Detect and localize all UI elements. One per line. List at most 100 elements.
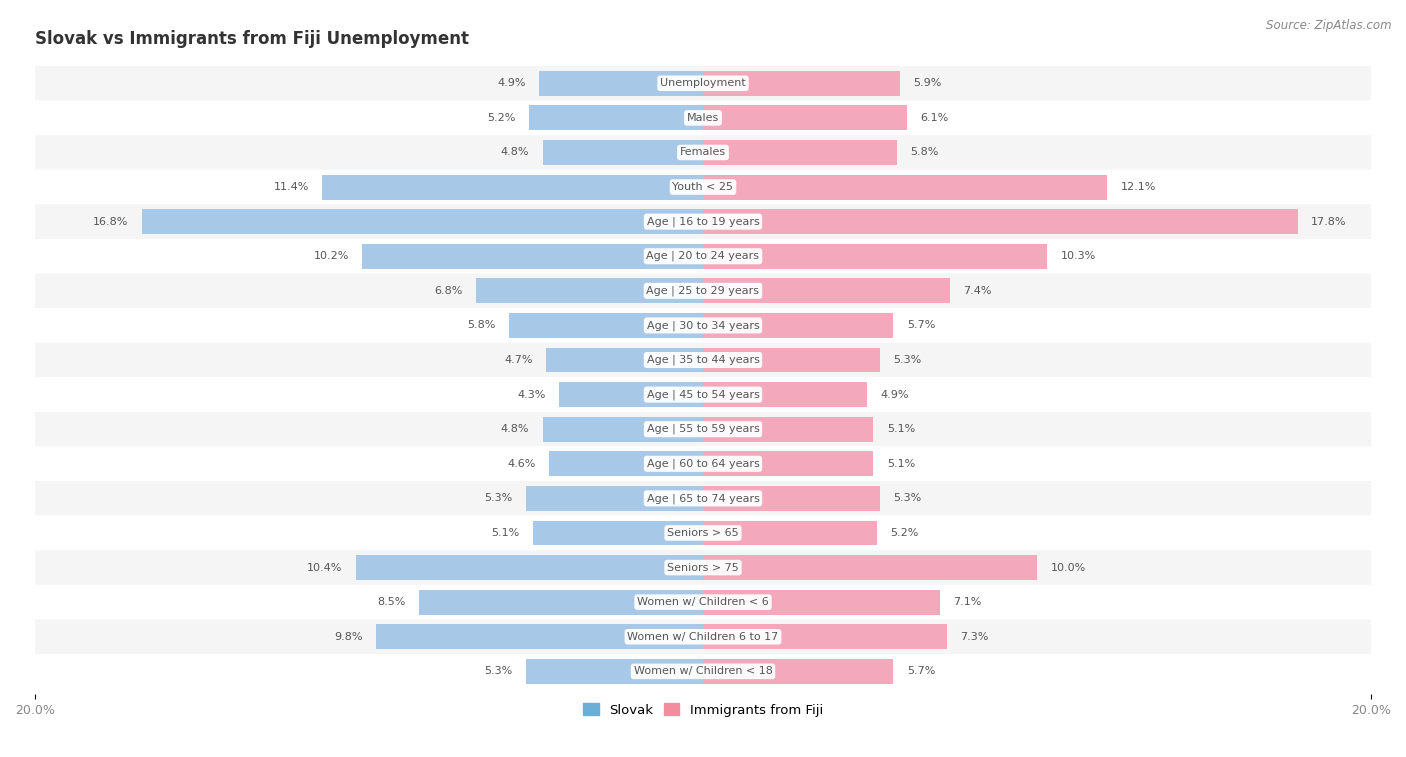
Text: 10.3%: 10.3%: [1060, 251, 1095, 261]
FancyBboxPatch shape: [35, 308, 1371, 343]
Legend: Slovak, Immigrants from Fiji: Slovak, Immigrants from Fiji: [578, 698, 828, 722]
Bar: [703, 625, 946, 650]
Text: 17.8%: 17.8%: [1310, 217, 1347, 226]
Bar: [533, 521, 703, 546]
Text: Age | 65 to 74 years: Age | 65 to 74 years: [647, 493, 759, 503]
Text: 4.9%: 4.9%: [498, 78, 526, 89]
Text: 5.2%: 5.2%: [488, 113, 516, 123]
Text: 5.1%: 5.1%: [887, 424, 915, 435]
Text: 4.3%: 4.3%: [517, 390, 546, 400]
Text: 9.8%: 9.8%: [333, 632, 363, 642]
Text: 11.4%: 11.4%: [274, 182, 309, 192]
Text: 5.1%: 5.1%: [887, 459, 915, 469]
FancyBboxPatch shape: [35, 273, 1371, 308]
Bar: [475, 279, 703, 304]
Text: Age | 16 to 19 years: Age | 16 to 19 years: [647, 217, 759, 227]
FancyBboxPatch shape: [35, 481, 1371, 516]
Bar: [703, 382, 866, 407]
Bar: [703, 105, 907, 130]
Bar: [356, 555, 703, 580]
Text: Youth < 25: Youth < 25: [672, 182, 734, 192]
Text: 5.9%: 5.9%: [914, 78, 942, 89]
Text: 5.7%: 5.7%: [907, 666, 935, 676]
Text: 4.6%: 4.6%: [508, 459, 536, 469]
FancyBboxPatch shape: [35, 654, 1371, 689]
Text: 7.3%: 7.3%: [960, 632, 988, 642]
Text: 4.8%: 4.8%: [501, 148, 529, 157]
Text: Age | 25 to 29 years: Age | 25 to 29 years: [647, 285, 759, 296]
FancyBboxPatch shape: [35, 412, 1371, 447]
Text: 5.8%: 5.8%: [910, 148, 938, 157]
FancyBboxPatch shape: [35, 204, 1371, 239]
FancyBboxPatch shape: [35, 343, 1371, 377]
FancyBboxPatch shape: [35, 619, 1371, 654]
FancyBboxPatch shape: [35, 447, 1371, 481]
Text: 5.3%: 5.3%: [893, 355, 922, 365]
Text: 10.4%: 10.4%: [307, 562, 342, 572]
FancyBboxPatch shape: [35, 516, 1371, 550]
Bar: [703, 209, 1298, 234]
Text: Age | 20 to 24 years: Age | 20 to 24 years: [647, 251, 759, 261]
Text: 5.3%: 5.3%: [893, 494, 922, 503]
Bar: [703, 244, 1047, 269]
Text: 4.9%: 4.9%: [880, 390, 908, 400]
Text: Age | 55 to 59 years: Age | 55 to 59 years: [647, 424, 759, 435]
FancyBboxPatch shape: [35, 136, 1371, 170]
Bar: [703, 279, 950, 304]
Text: Women w/ Children < 18: Women w/ Children < 18: [634, 666, 772, 676]
Text: 5.3%: 5.3%: [484, 494, 513, 503]
Text: 5.2%: 5.2%: [890, 528, 918, 538]
Bar: [375, 625, 703, 650]
Text: Women w/ Children 6 to 17: Women w/ Children 6 to 17: [627, 632, 779, 642]
Text: 5.7%: 5.7%: [907, 320, 935, 330]
Bar: [703, 521, 877, 546]
Bar: [540, 71, 703, 95]
Bar: [509, 313, 703, 338]
FancyBboxPatch shape: [35, 101, 1371, 136]
Bar: [550, 451, 703, 476]
Bar: [703, 451, 873, 476]
Bar: [703, 175, 1107, 200]
FancyBboxPatch shape: [35, 377, 1371, 412]
Text: 6.1%: 6.1%: [920, 113, 949, 123]
FancyBboxPatch shape: [35, 66, 1371, 101]
Text: 12.1%: 12.1%: [1121, 182, 1156, 192]
Bar: [322, 175, 703, 200]
Bar: [546, 347, 703, 372]
Text: 7.1%: 7.1%: [953, 597, 981, 607]
Bar: [560, 382, 703, 407]
Text: 7.4%: 7.4%: [963, 286, 993, 296]
Bar: [703, 659, 893, 684]
Text: Women w/ Children < 6: Women w/ Children < 6: [637, 597, 769, 607]
Bar: [142, 209, 703, 234]
Bar: [703, 347, 880, 372]
Text: 4.8%: 4.8%: [501, 424, 529, 435]
Text: 16.8%: 16.8%: [93, 217, 128, 226]
Bar: [703, 555, 1038, 580]
Bar: [703, 486, 880, 511]
Text: Males: Males: [688, 113, 718, 123]
Text: Age | 30 to 34 years: Age | 30 to 34 years: [647, 320, 759, 331]
Text: 6.8%: 6.8%: [434, 286, 463, 296]
Text: Unemployment: Unemployment: [661, 78, 745, 89]
Text: Seniors > 75: Seniors > 75: [666, 562, 740, 572]
Bar: [526, 659, 703, 684]
Bar: [419, 590, 703, 615]
Text: Slovak vs Immigrants from Fiji Unemployment: Slovak vs Immigrants from Fiji Unemploym…: [35, 30, 470, 48]
Bar: [543, 140, 703, 165]
Text: Age | 45 to 54 years: Age | 45 to 54 years: [647, 389, 759, 400]
Bar: [703, 590, 941, 615]
Text: 5.1%: 5.1%: [491, 528, 519, 538]
Text: Source: ZipAtlas.com: Source: ZipAtlas.com: [1267, 19, 1392, 32]
Text: Age | 60 to 64 years: Age | 60 to 64 years: [647, 459, 759, 469]
Bar: [526, 486, 703, 511]
FancyBboxPatch shape: [35, 550, 1371, 585]
Bar: [703, 417, 873, 441]
Text: Age | 35 to 44 years: Age | 35 to 44 years: [647, 355, 759, 366]
Bar: [703, 71, 900, 95]
Bar: [363, 244, 703, 269]
Text: Females: Females: [681, 148, 725, 157]
Bar: [529, 105, 703, 130]
Bar: [703, 313, 893, 338]
Text: 8.5%: 8.5%: [377, 597, 406, 607]
